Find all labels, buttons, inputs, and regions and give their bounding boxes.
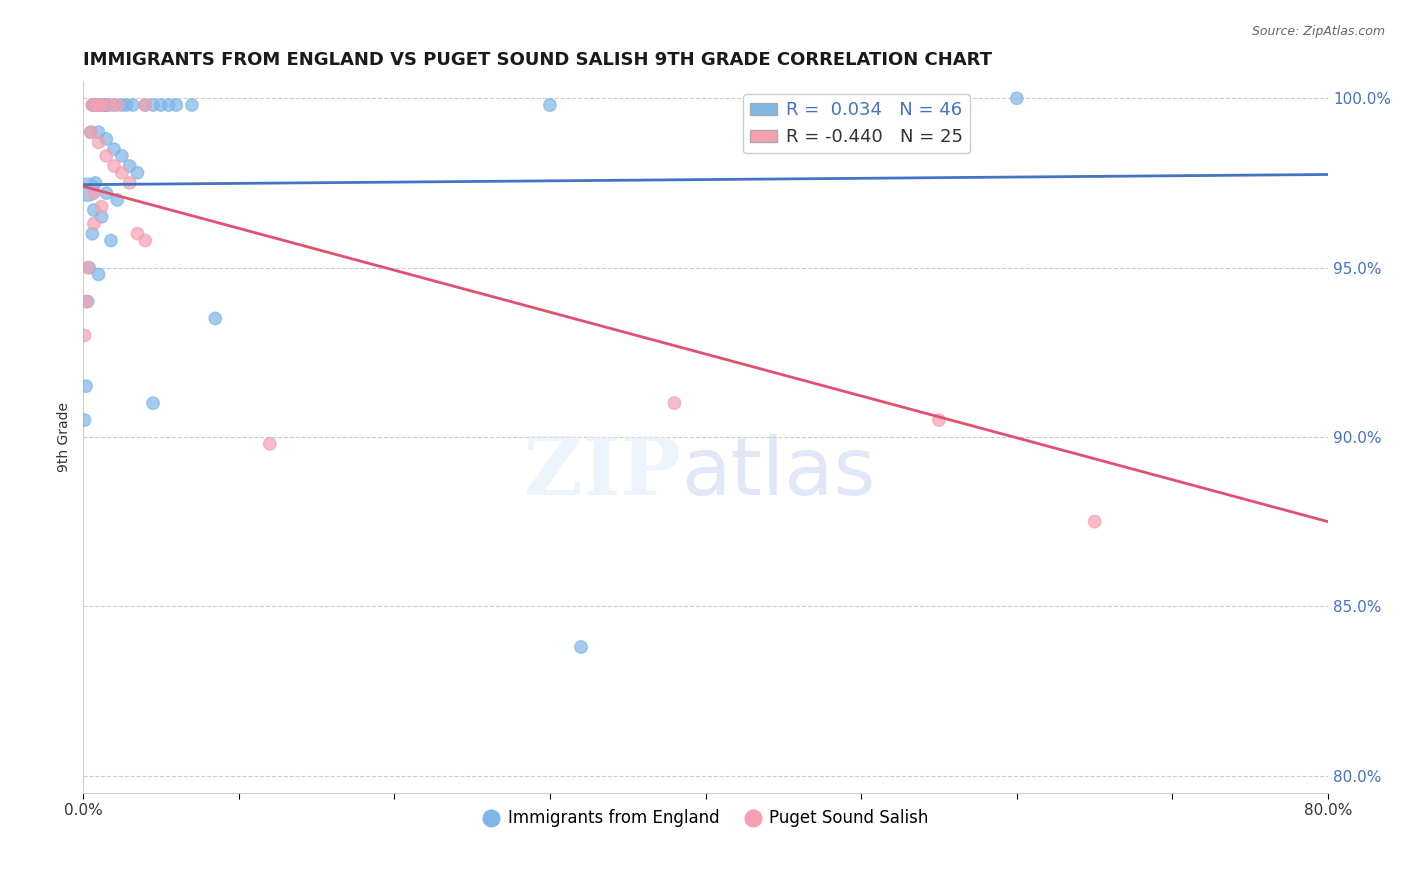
- Point: [83, 98, 105, 112]
- Point: [90, 98, 112, 112]
- Point: [84, 98, 107, 112]
- Point: [76, 294, 98, 309]
- Point: [142, 396, 165, 410]
- Point: [82, 98, 104, 112]
- Point: [76, 183, 98, 197]
- Point: [75, 379, 97, 393]
- Point: [1005, 91, 1028, 105]
- Point: [94, 98, 117, 112]
- Point: [83, 202, 105, 217]
- Point: [87, 98, 110, 112]
- Point: [1084, 515, 1107, 529]
- Text: ZIP: ZIP: [523, 434, 681, 512]
- Point: [89, 98, 111, 112]
- Point: [96, 149, 118, 163]
- Point: [149, 98, 172, 112]
- Point: [134, 98, 156, 112]
- Point: [82, 227, 104, 241]
- Point: [91, 98, 114, 112]
- Point: [87, 268, 110, 282]
- Point: [87, 136, 110, 150]
- Point: [87, 125, 110, 139]
- Text: IMMIGRANTS FROM ENGLAND VS PUGET SOUND SALISH 9TH GRADE CORRELATION CHART: IMMIGRANTS FROM ENGLAND VS PUGET SOUND S…: [83, 51, 993, 69]
- Point: [127, 227, 149, 241]
- Point: [96, 98, 118, 112]
- Point: [134, 234, 156, 248]
- Point: [97, 98, 120, 112]
- Point: [103, 142, 125, 156]
- Point: [80, 125, 103, 139]
- Point: [928, 413, 950, 427]
- Point: [115, 98, 138, 112]
- Point: [538, 98, 561, 112]
- Point: [84, 176, 107, 190]
- Point: [76, 260, 98, 275]
- Point: [87, 98, 110, 112]
- Point: [83, 217, 105, 231]
- Point: [127, 166, 149, 180]
- Point: [73, 413, 96, 427]
- Point: [111, 166, 134, 180]
- Point: [103, 159, 125, 173]
- Point: [83, 186, 105, 201]
- Point: [105, 98, 128, 112]
- Point: [157, 98, 180, 112]
- Point: [100, 234, 122, 248]
- Point: [90, 210, 112, 224]
- Point: [134, 98, 156, 112]
- Legend: Immigrants from England, Puget Sound Salish: Immigrants from England, Puget Sound Sal…: [475, 803, 935, 834]
- Point: [86, 98, 108, 112]
- Point: [165, 98, 187, 112]
- Point: [105, 193, 128, 207]
- Point: [75, 294, 97, 309]
- Point: [181, 98, 204, 112]
- Text: Source: ZipAtlas.com: Source: ZipAtlas.com: [1251, 25, 1385, 38]
- Point: [204, 311, 226, 326]
- Point: [84, 98, 107, 112]
- Point: [77, 260, 100, 275]
- Point: [98, 98, 121, 112]
- Point: [96, 186, 118, 201]
- Point: [121, 98, 143, 112]
- Point: [103, 98, 125, 112]
- Text: atlas: atlas: [681, 434, 875, 512]
- Point: [118, 176, 141, 190]
- Point: [118, 159, 141, 173]
- Point: [80, 125, 103, 139]
- Point: [142, 98, 165, 112]
- Point: [111, 98, 134, 112]
- Point: [259, 437, 281, 451]
- Point: [73, 328, 96, 343]
- Point: [111, 149, 134, 163]
- Point: [82, 98, 104, 112]
- Point: [664, 396, 686, 410]
- Point: [96, 132, 118, 146]
- Point: [90, 98, 112, 112]
- Point: [90, 200, 112, 214]
- Y-axis label: 9th Grade: 9th Grade: [58, 402, 72, 472]
- Point: [569, 640, 592, 654]
